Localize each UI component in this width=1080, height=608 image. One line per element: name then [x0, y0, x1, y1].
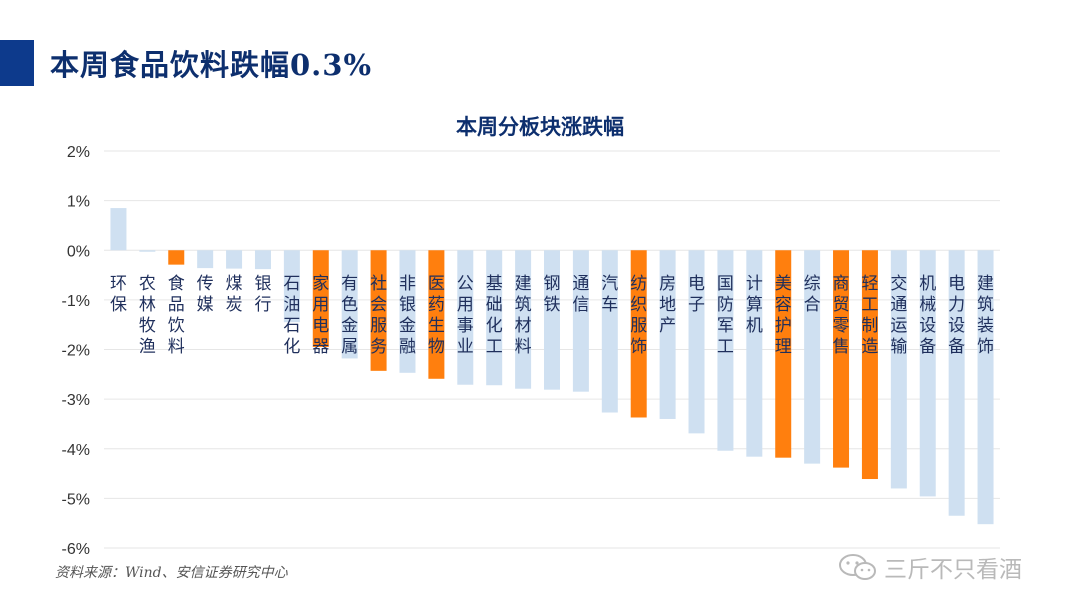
x-tick-label: 汽车 [601, 274, 618, 315]
bar [775, 250, 792, 458]
x-tick-label: 综合 [804, 274, 821, 315]
bar [659, 250, 676, 419]
x-tick-label: 煤炭 [226, 274, 243, 315]
x-tick-label: 传媒 [197, 274, 214, 315]
x-tick-label: 交通运输 [890, 274, 907, 357]
x-tick-label: 计算机 [746, 274, 763, 336]
x-tick-label: 农林牧渔 [139, 274, 156, 357]
y-tick-label: -5% [62, 491, 90, 508]
y-tick-label: -6% [62, 541, 90, 558]
x-tick-label: 钢铁 [544, 274, 561, 315]
bar [341, 250, 358, 359]
source-note: 资料来源：Wind、安信证券研究中心 [55, 565, 288, 581]
bar [399, 250, 416, 373]
bar [139, 250, 156, 252]
bar [312, 250, 329, 348]
x-tick-label: 美容护理 [775, 274, 792, 357]
x-tick-label: 食品饮料 [168, 274, 185, 357]
y-tick-label: 1% [67, 194, 90, 211]
wechat-icon [839, 554, 876, 580]
x-tick-label: 纺织服饰 [630, 274, 647, 357]
bar [717, 250, 734, 451]
bar [861, 250, 878, 480]
x-tick-label: 石油石化 [283, 274, 300, 357]
y-tick-label: -1% [62, 293, 90, 310]
x-tick-label: 银行 [254, 274, 271, 315]
bar [833, 250, 850, 468]
chart-title: 本周分板块涨跌幅 [456, 114, 624, 139]
bar [254, 250, 271, 270]
bar [110, 208, 127, 251]
bar [370, 250, 387, 371]
x-tick-label: 电力设备 [948, 274, 965, 357]
page-title: 本周食品饮料跌幅0.3% [50, 48, 373, 82]
bar [168, 250, 185, 265]
x-tick-label: 建筑材料 [515, 274, 532, 357]
y-tick-label: -2% [62, 343, 90, 360]
y-tick-label: 2% [67, 144, 90, 161]
bar [457, 250, 474, 385]
x-tick-label: 轻工制造 [861, 274, 878, 357]
x-tick-label: 通信 [572, 274, 589, 315]
bar [544, 250, 560, 390]
y-tick-label: -3% [62, 392, 90, 409]
bar [197, 250, 214, 269]
x-tick-label: 社会服务 [370, 274, 387, 357]
bar [890, 250, 907, 489]
title-accent-bar [0, 40, 34, 86]
y-tick-label: -4% [62, 442, 90, 459]
bar [746, 250, 763, 457]
x-tick-label: 机械设备 [919, 274, 936, 357]
x-tick-label: 房地产 [659, 274, 676, 336]
bar [601, 250, 618, 413]
x-tick-label: 建筑装饰 [977, 274, 994, 357]
bar [948, 250, 965, 516]
x-tick-label: 公用事业 [457, 274, 474, 357]
bar [919, 250, 936, 497]
bar [804, 250, 821, 464]
x-tick-label: 国防军工 [717, 274, 734, 357]
bar [428, 250, 445, 379]
bar [226, 250, 243, 269]
x-tick-label: 有色金属 [341, 274, 358, 357]
x-tick-label: 商贸零售 [833, 274, 850, 357]
x-tick-label: 家用电器 [312, 274, 329, 357]
bar [486, 250, 503, 386]
x-tick-label: 医药生物 [428, 274, 445, 357]
bar [283, 250, 300, 323]
watermark-text: 三斤不只看酒 [884, 557, 1022, 583]
bar [977, 250, 994, 525]
x-tick-label: 非银金融 [399, 274, 416, 357]
x-tick-label: 基础化工 [486, 274, 503, 357]
bar [688, 250, 705, 434]
x-tick-label: 环保 [110, 274, 127, 315]
x-tick-label: 电子 [688, 274, 705, 315]
bar [572, 250, 589, 392]
y-tick-label: 0% [67, 243, 90, 260]
watermark: 三斤不只看酒 [838, 550, 1022, 584]
bar [515, 250, 532, 389]
bar [630, 250, 647, 418]
